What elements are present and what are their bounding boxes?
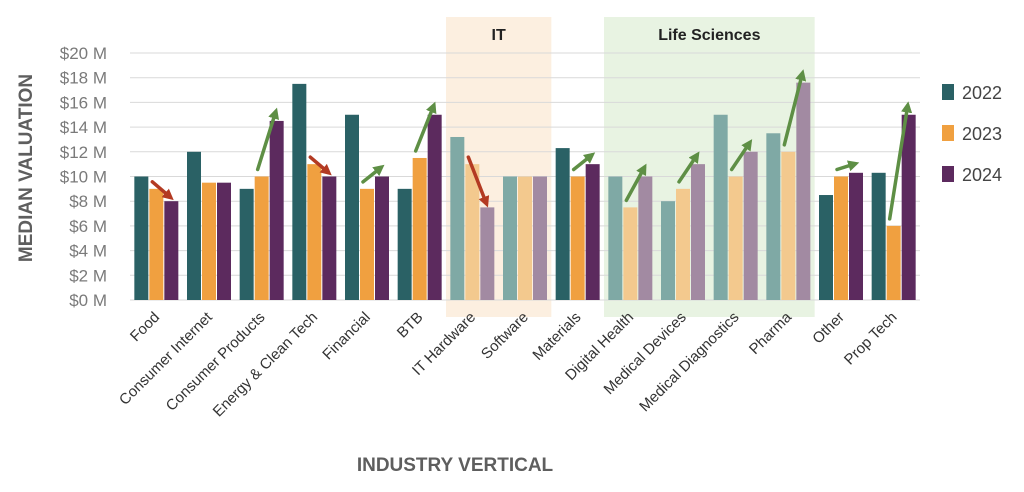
x-tick-label-energy-and-clean-tech: Energy & Clean Tech — [210, 309, 321, 420]
legend: 2022 2023 2024 — [942, 83, 1002, 185]
band-label-it: IT — [492, 27, 506, 44]
bar-consumer-products-2023 — [254, 176, 269, 300]
trend-arrows — [150, 69, 913, 221]
bar-btb-2022 — [397, 188, 412, 300]
x-tick-label-materials: Materials — [529, 309, 584, 364]
x-axis-title: INDUSTRY VERTICAL — [357, 455, 554, 476]
bar-energy-and-clean-tech-2023 — [307, 164, 322, 300]
bar-materials-2023 — [570, 176, 585, 300]
bar-consumer-internet-2022 — [187, 151, 201, 300]
y-tick-label: $20 M — [60, 44, 107, 63]
bar-btb-2024 — [427, 114, 442, 300]
bar-pharma-2023 — [781, 151, 796, 300]
x-tick-label-medical-diagnostics: Medical Diagnostics — [636, 309, 742, 415]
legend-swatch-2022 — [942, 84, 954, 100]
bar-other-2023 — [834, 176, 848, 300]
trend-arrow-btb — [413, 101, 437, 153]
trend-arrow-energy-and-clean-tech — [308, 155, 332, 176]
bar-food-2024 — [164, 201, 179, 300]
bar-digital-health-2023 — [623, 207, 638, 300]
bar-medical-diagnostics-2022 — [713, 114, 728, 300]
bar-pharma-2022 — [766, 133, 781, 300]
bar-energy-and-clean-tech-2022 — [292, 83, 307, 300]
bars — [134, 82, 916, 300]
legend-swatch-2024 — [942, 166, 954, 182]
x-tick-label-food: Food — [127, 309, 163, 345]
y-axis-ticks: $0 M $2 M $4 M $6 M $8 M $10 M $12 M $14 M $16 M… — [60, 44, 107, 310]
y-tick-label: $6 M — [69, 217, 107, 236]
bar-food-2022 — [134, 176, 149, 300]
bar-pharma-2024 — [796, 82, 811, 300]
bar-consumer-internet-2024 — [217, 182, 231, 300]
legend-label-2024: 2024 — [962, 165, 1002, 185]
bar-food-2023 — [149, 188, 164, 300]
trend-arrow-food — [150, 180, 174, 201]
x-tick-label-prop-tech: Prop Tech — [841, 309, 901, 369]
bar-medical-devices-2024 — [691, 164, 705, 300]
trend-arrow-it-hardware — [466, 155, 490, 208]
bar-software-2024 — [533, 176, 547, 300]
y-tick-label: $16 M — [60, 93, 107, 112]
bar-other-2022 — [819, 195, 833, 300]
bar-financial-2023 — [360, 188, 374, 300]
trend-arrow-medical-diagnostics — [729, 139, 753, 172]
bar-digital-health-2022 — [608, 176, 623, 300]
bar-medical-devices-2022 — [661, 201, 675, 300]
legend-swatch-2023 — [942, 125, 954, 141]
bar-financial-2022 — [345, 114, 359, 300]
y-tick-label: $8 M — [69, 192, 107, 211]
bar-prop-tech-2022 — [871, 172, 886, 300]
bar-materials-2022 — [555, 148, 570, 300]
y-tick-label: $2 M — [69, 266, 107, 285]
trend-arrow-medical-devices — [677, 151, 700, 184]
bar-consumer-products-2022 — [239, 188, 254, 300]
y-tick-label: $10 M — [60, 168, 107, 187]
trend-arrow-prop-tech — [887, 101, 913, 221]
bar-consumer-products-2024 — [269, 120, 284, 300]
bar-medical-diagnostics-2023 — [728, 176, 743, 300]
bar-energy-and-clean-tech-2024 — [322, 176, 337, 300]
bar-other-2024 — [849, 172, 863, 300]
bar-prop-tech-2024 — [901, 114, 916, 300]
bar-medical-diagnostics-2024 — [743, 151, 758, 300]
legend-label-2022: 2022 — [962, 83, 1002, 103]
trend-arrow-digital-health — [624, 163, 647, 203]
bar-software-2022 — [503, 176, 517, 300]
legend-label-2023: 2023 — [962, 124, 1002, 144]
trend-arrow-financial — [361, 164, 385, 184]
bar-it-hardware-2023 — [465, 164, 480, 300]
bar-btb-2023 — [412, 157, 427, 300]
bar-prop-tech-2023 — [886, 225, 901, 300]
x-tick-label-financial: Financial — [319, 309, 373, 363]
y-tick-label: $4 M — [69, 242, 107, 261]
bar-it-hardware-2022 — [450, 136, 465, 300]
y-axis-title: MEDIAN VALUATION — [16, 74, 37, 262]
y-tick-label: $0 M — [69, 291, 107, 310]
x-tick-label-other: Other — [809, 309, 848, 348]
bar-software-2023 — [518, 176, 532, 300]
bar-medical-devices-2023 — [676, 188, 690, 300]
y-tick-label: $12 M — [60, 143, 107, 162]
x-tick-label-consumer-products: Consumer Products — [163, 309, 269, 415]
trend-arrow-pharma — [782, 69, 807, 147]
bar-it-hardware-2024 — [480, 207, 495, 300]
trend-arrow-materials — [571, 152, 596, 172]
band-label-life-sciences: Life Sciences — [658, 27, 760, 44]
y-tick-label: $14 M — [60, 118, 107, 137]
x-tick-label-consumer-internet: Consumer Internet — [116, 308, 216, 408]
y-tick-label: $18 M — [60, 69, 107, 88]
bar-financial-2024 — [375, 176, 389, 300]
bar-consumer-internet-2023 — [202, 182, 216, 300]
trend-arrow-consumer-products — [255, 107, 280, 172]
trend-arrow-other — [835, 160, 860, 172]
x-tick-label-btb: BTB — [394, 309, 427, 342]
bar-digital-health-2024 — [638, 176, 653, 300]
bar-materials-2024 — [585, 164, 600, 300]
